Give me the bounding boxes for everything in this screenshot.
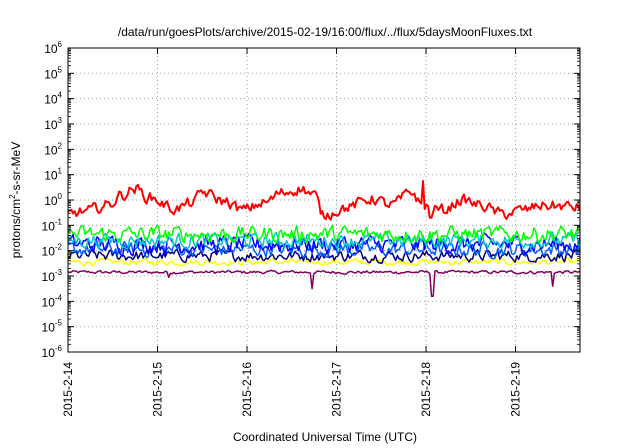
y-tick-exp: -6 xyxy=(55,344,63,353)
y-tick-exp: 0 xyxy=(58,192,63,201)
y-tick-base: 10 xyxy=(44,143,58,157)
y-tick-label: 10-6 xyxy=(42,344,63,360)
series-line xyxy=(67,224,581,244)
y-tick-label: 100 xyxy=(44,192,62,208)
y-axis-label-pre: protons/cm xyxy=(9,199,23,258)
y-tick-exp: 5 xyxy=(58,65,63,74)
y-tick-exp: 3 xyxy=(58,116,63,125)
y-tick-label: 10-2 xyxy=(42,243,63,259)
y-tick-exp: 6 xyxy=(58,40,63,49)
y-tick-base: 10 xyxy=(42,321,56,335)
y-tick-label: 103 xyxy=(44,116,62,132)
y-tick-exp: 4 xyxy=(58,91,63,100)
y-tick-label: 10-5 xyxy=(42,319,63,335)
y-tick-exp: 1 xyxy=(58,167,63,176)
series-line xyxy=(67,239,581,260)
y-tick-exp: -2 xyxy=(55,243,63,252)
y-tick-base: 10 xyxy=(44,93,58,107)
y-tick-base: 10 xyxy=(42,270,56,284)
x-tick-label: 2015-2-14 xyxy=(61,362,75,417)
y-tick-base: 10 xyxy=(44,194,58,208)
y-tick-label: 105 xyxy=(44,65,62,81)
y-tick-base: 10 xyxy=(42,219,56,233)
y-tick-base: 10 xyxy=(42,295,56,309)
y-tick-exp: 2 xyxy=(58,141,63,150)
y-tick-base: 10 xyxy=(44,67,58,81)
series-line xyxy=(67,269,581,298)
y-tick-label: 106 xyxy=(44,40,62,56)
y-tick-exp: -3 xyxy=(55,268,63,277)
x-tick-label: 2015-2-15 xyxy=(151,362,165,417)
y-tick-base: 10 xyxy=(44,42,58,56)
y-tick-base: 10 xyxy=(44,118,58,132)
y-tick-label: 102 xyxy=(44,141,62,157)
series-line xyxy=(67,247,581,264)
y-axis-label: protons/cm2-s-sr-MeV xyxy=(8,142,23,258)
x-axis-label: Coordinated Universal Time (UTC) xyxy=(233,430,417,444)
y-tick-base: 10 xyxy=(42,245,56,259)
series-line xyxy=(67,230,581,250)
x-tick-label: 2015-2-19 xyxy=(509,362,523,417)
x-tick-label: 2015-2-17 xyxy=(330,362,344,417)
x-tick-label: 2015-2-18 xyxy=(419,362,433,417)
y-tick-label: 10-3 xyxy=(42,268,63,284)
y-axis-label-post: -s-sr-MeV xyxy=(9,142,23,195)
y-tick-label: 10-1 xyxy=(42,217,63,233)
x-ticks: 2015-2-14 2015-2-15 2015-2-16 2015-2-17 2015… xyxy=(61,48,523,417)
y-tick-base: 10 xyxy=(44,169,58,183)
y-ticks: 10610510410310210110010-110-210-310-410-… xyxy=(42,40,580,360)
series-line xyxy=(67,257,581,267)
y-tick-exp: -1 xyxy=(55,217,63,226)
y-tick-exp: -4 xyxy=(55,293,63,302)
y-tick-label: 101 xyxy=(44,167,62,183)
y-axis-label-sup: 2 xyxy=(8,194,17,199)
y-tick-base: 10 xyxy=(42,346,56,360)
series-line xyxy=(67,180,581,221)
chart-title: /data/run/goesPlots/archive/2015-02-19/1… xyxy=(118,25,533,39)
grid xyxy=(68,48,580,352)
y-tick-label: 104 xyxy=(44,91,62,107)
x-tick-label: 2015-2-16 xyxy=(240,362,254,417)
series-group xyxy=(67,180,581,298)
y-tick-exp: -5 xyxy=(55,319,63,328)
y-tick-label: 10-4 xyxy=(42,293,63,309)
